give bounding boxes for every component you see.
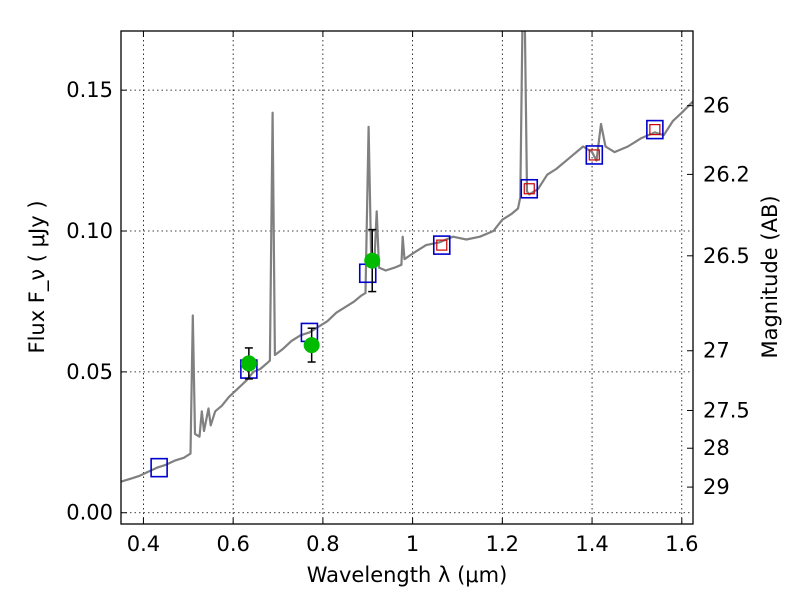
model-square-marker — [150, 457, 168, 478]
y-axis-label: Flux F_ν ( μJy ) — [25, 200, 50, 353]
y-axis-right-label: Magnitude (AB) — [758, 195, 782, 358]
x-tick-label: 0.4 — [127, 532, 160, 556]
y-tick-label: 0.10 — [66, 219, 113, 243]
right-tick-label: 26.5 — [703, 244, 750, 268]
right-tick-label: 27.5 — [703, 398, 750, 422]
grid-layer — [121, 31, 693, 524]
model-square-marker — [646, 119, 664, 140]
series-layer — [121, 31, 693, 483]
right-tick-label: 26.2 — [703, 162, 750, 186]
x-tick-label: 1.4 — [575, 532, 608, 556]
model-square-marker — [585, 145, 604, 165]
spectrum-line — [121, 31, 693, 483]
y-tick-label: 0.15 — [66, 78, 113, 102]
red-square-marker — [649, 123, 661, 136]
y-tick-label: 0.00 — [66, 501, 113, 525]
x-tick-label: 1 — [406, 532, 419, 556]
tick-layer: 0.4 0.6 0.8 1 1.2 1.4 1.6 0.00 0.05 0.10 0.15 26 26.… — [66, 31, 750, 556]
red-square-marker — [588, 149, 600, 161]
model-square-marker — [432, 235, 451, 255]
plot-frame — [120, 30, 694, 525]
y-tick-label: 0.05 — [66, 360, 113, 384]
red-square-marker — [523, 183, 535, 195]
observed-point — [303, 337, 320, 354]
right-tick-label: 28 — [703, 436, 730, 460]
x-tick-label: 1.2 — [486, 532, 519, 556]
model-square-marker — [520, 178, 539, 199]
x-tick-label: 0.8 — [306, 532, 339, 556]
red-square-marker — [436, 239, 448, 251]
x-tick-label: 1.6 — [665, 532, 698, 556]
observed-point — [240, 355, 257, 372]
right-tick-label: 29 — [703, 475, 730, 499]
x-tick-label: 0.6 — [216, 532, 249, 556]
right-tick-label: 27 — [703, 339, 730, 363]
observed-point — [364, 252, 381, 269]
right-tick-label: 26 — [703, 94, 730, 118]
x-axis-label: Wavelength λ (μm) — [307, 563, 508, 587]
